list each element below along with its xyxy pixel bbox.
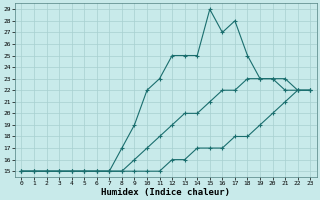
- X-axis label: Humidex (Indice chaleur): Humidex (Indice chaleur): [101, 188, 230, 197]
